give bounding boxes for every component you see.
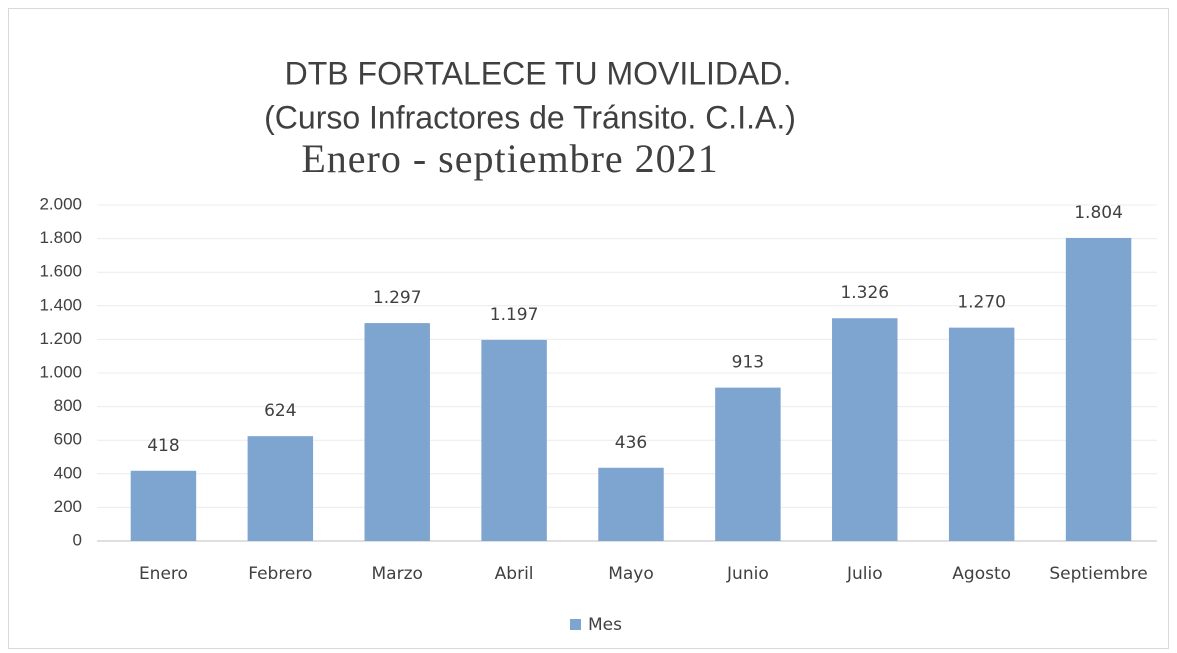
data-label: 418 <box>147 436 179 456</box>
chart-subtitle: Enero - septiembre 2021 <box>301 136 718 181</box>
y-tick-label: 1.800 <box>39 228 82 247</box>
legend-label: Mes <box>588 615 622 635</box>
y-tick-label: 0 <box>73 530 82 549</box>
bar <box>481 339 547 541</box>
data-label: 624 <box>264 401 296 421</box>
x-tick-label: Septiembre <box>1049 564 1147 584</box>
data-label: 1.326 <box>840 283 889 303</box>
bar <box>948 327 1015 541</box>
bar <box>715 387 781 541</box>
chart-title: (Curso Infractores de Tránsito. C.I.A.) <box>264 99 796 135</box>
bar <box>598 467 664 541</box>
x-tick-label: Abril <box>495 564 534 584</box>
bar <box>247 436 314 541</box>
bar <box>130 470 197 541</box>
y-tick-label: 1.200 <box>39 329 82 348</box>
legend-swatch <box>570 619 581 630</box>
bar <box>1065 237 1132 542</box>
y-tick-label: 200 <box>54 497 82 516</box>
data-label: 1.297 <box>373 288 422 308</box>
y-tick-label: 400 <box>54 463 82 482</box>
x-tick-label: Junio <box>726 564 769 584</box>
data-label: 1.804 <box>1074 203 1123 223</box>
x-tick-label: Marzo <box>372 564 423 584</box>
bar <box>364 323 430 541</box>
x-tick-label: Enero <box>139 564 188 584</box>
data-label: 436 <box>615 433 647 453</box>
data-label: 913 <box>732 353 764 373</box>
data-label: 1.270 <box>957 293 1006 313</box>
y-tick-label: 1.400 <box>39 295 82 314</box>
y-tick-label: 1.600 <box>39 262 82 281</box>
y-tick-label: 2.000 <box>39 194 82 213</box>
x-tick-label: Mayo <box>608 564 654 584</box>
data-label: 1.197 <box>490 305 539 325</box>
bar <box>832 318 898 541</box>
y-tick-label: 1.000 <box>39 362 82 381</box>
y-tick-label: 800 <box>54 396 82 415</box>
x-tick-label: Agosto <box>952 564 1011 584</box>
chart-title: DTB FORTALECE TU MOVILIDAD. <box>285 55 792 91</box>
y-tick-label: 600 <box>54 430 82 449</box>
x-tick-label: Febrero <box>248 564 312 584</box>
x-tick-label: Julio <box>846 564 883 584</box>
